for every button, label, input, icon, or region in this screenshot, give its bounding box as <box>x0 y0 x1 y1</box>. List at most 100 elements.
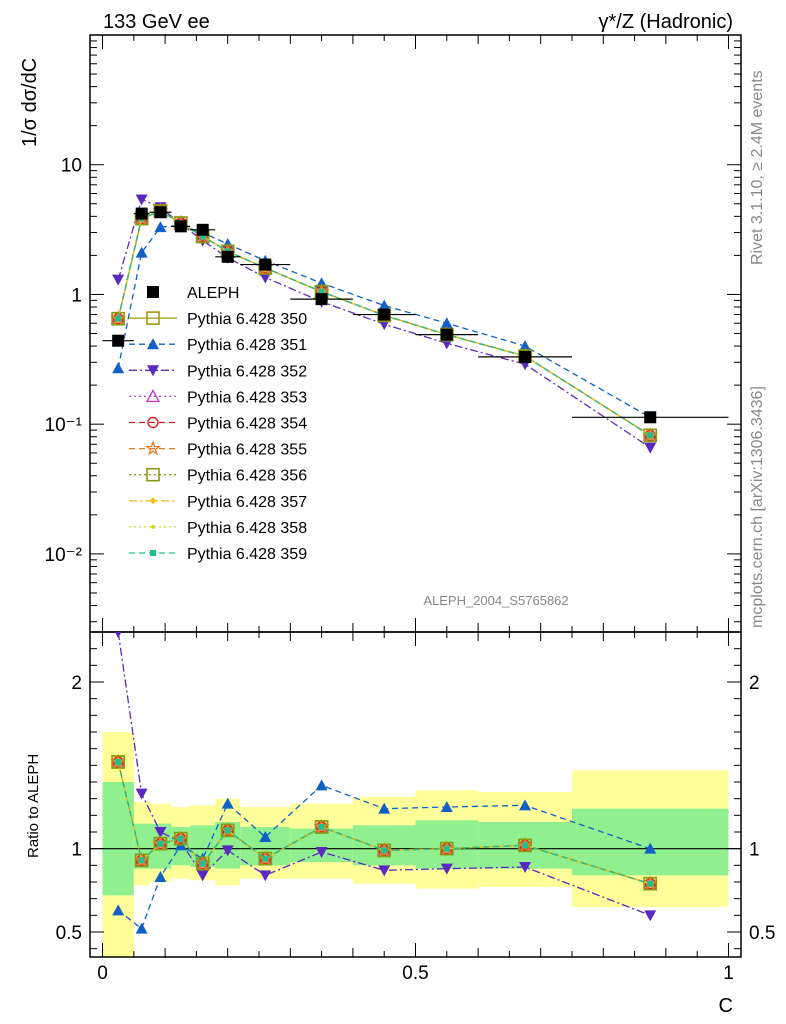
point-352 <box>259 272 272 284</box>
ratio-point-359 <box>522 842 529 849</box>
ratio-point-359 <box>199 860 206 867</box>
legend-marker-351 <box>147 338 159 350</box>
ratio-point-351 <box>259 831 272 842</box>
source-label: mcplots.cern.ch [arXiv:1306.3436] <box>749 386 766 628</box>
point-351 <box>519 340 532 352</box>
ratio-series-359 <box>115 759 654 887</box>
legend-marker-357 <box>149 497 157 505</box>
ratio-y-tick-label-right: 1 <box>749 840 760 861</box>
point-data <box>519 350 532 363</box>
ratio-y-axis-label: Ratio to ALEPH <box>25 754 42 858</box>
point-359 <box>199 233 206 240</box>
point-351 <box>440 317 453 329</box>
ratio-point-352 <box>440 863 453 875</box>
x-tick-label: 0 <box>97 963 108 984</box>
point-data <box>154 206 167 219</box>
ratio-point-351 <box>221 797 234 809</box>
ratio-point-352 <box>114 632 122 638</box>
series-line-359 <box>117 210 651 436</box>
ratio-point-352 <box>315 847 328 858</box>
ratio-line-359 <box>117 761 651 885</box>
legend-label-355: Pythia 6.428 355 <box>187 442 307 459</box>
main-y-axis-label: 1/σ dσ/dC <box>19 58 41 147</box>
legend-label-356: Pythia 6.428 356 <box>187 468 307 485</box>
point-data <box>440 328 453 341</box>
ratio-point-356 <box>153 836 168 851</box>
legend-label-351: Pythia 6.428 351 <box>187 337 307 354</box>
ratio-point-351 <box>315 779 328 791</box>
x-ticks: 0 0.5 1 <box>97 35 734 984</box>
ratio-point-359 <box>318 824 325 830</box>
series-data <box>102 206 729 424</box>
ratio-point-352 <box>378 865 391 877</box>
main-y-tick-label: 1 <box>71 285 82 306</box>
point-data <box>644 411 657 424</box>
point-351 <box>154 221 167 233</box>
point-351 <box>135 246 148 258</box>
legend-marker-359 <box>150 550 156 556</box>
ratio-point-351 <box>644 842 657 854</box>
band-inner-11 <box>571 808 729 876</box>
ratio-line-351 <box>117 784 651 930</box>
band-inner-0 <box>102 782 134 896</box>
ratio-y-tick-label-left: 1 <box>71 840 82 861</box>
ratio-point-356 <box>220 823 235 838</box>
point-data <box>135 207 148 220</box>
point-data <box>221 250 234 263</box>
ratio-point-359 <box>115 759 122 765</box>
ratio-point-352 <box>135 788 148 800</box>
legend-marker-358 <box>151 524 155 529</box>
legend-marker-353 <box>145 388 161 403</box>
legend-label-352: Pythia 6.428 352 <box>187 363 307 380</box>
point-351 <box>112 362 125 374</box>
ratio-point-356 <box>314 820 329 834</box>
ratio-point-356 <box>173 831 188 846</box>
ratio-point-359 <box>138 857 145 864</box>
point-352 <box>112 274 125 286</box>
ratio-point-351 <box>112 904 125 916</box>
legend-marker-data <box>147 286 159 298</box>
ratio-point-352 <box>519 862 532 873</box>
ratio-point-352 <box>196 870 209 882</box>
legend-marker-350 <box>146 311 160 325</box>
main-y-ticks: 10⁻² 10⁻¹ 1 10 <box>45 40 741 623</box>
legend-label-357: Pythia 6.428 357 <box>187 494 307 511</box>
ratio-point-351 <box>440 801 453 812</box>
ratio-point-352 <box>644 910 657 922</box>
legend-label-354: Pythia 6.428 354 <box>187 416 307 433</box>
legend-marker-354 <box>147 416 159 429</box>
point-data <box>378 308 391 321</box>
point-359 <box>115 315 122 322</box>
point-356 <box>643 428 658 443</box>
legend-label-353: Pythia 6.428 353 <box>187 389 307 406</box>
ratio-point-359 <box>157 840 164 847</box>
legend-marker-356 <box>146 467 160 482</box>
ratio-point-352 <box>259 870 272 882</box>
ratio-y-tick-label-left: 0.5 <box>56 923 82 944</box>
point-359 <box>318 288 325 295</box>
ratio-point-351 <box>135 922 148 934</box>
ratio-point-359 <box>224 827 231 834</box>
legend-marker-355 <box>144 440 162 456</box>
main-y-tick-label: 10 <box>61 156 82 177</box>
x-tick-label: 1 <box>723 963 734 984</box>
ratio-line-352 <box>117 632 651 916</box>
ratio-point-359 <box>443 845 450 852</box>
ratio-point-356 <box>134 853 149 868</box>
ratio-point-352 <box>154 827 167 838</box>
ratio-point-356 <box>111 755 125 769</box>
ratio-point-356 <box>258 851 273 866</box>
analysis-id: ALEPH_2004_S5765862 <box>423 593 568 608</box>
ratio-point-352 <box>221 845 234 857</box>
point-352 <box>135 194 148 206</box>
ratio-y-tick-label-right: 0.5 <box>749 923 775 944</box>
point-data <box>196 223 209 236</box>
legend-marker-352 <box>147 365 159 377</box>
point-356 <box>111 311 125 326</box>
ratio-y-tick-label-left: 2 <box>71 673 82 694</box>
ratio-series-351 <box>112 779 657 934</box>
ratio-point-351 <box>154 871 167 882</box>
ratio-point-359 <box>262 855 269 862</box>
